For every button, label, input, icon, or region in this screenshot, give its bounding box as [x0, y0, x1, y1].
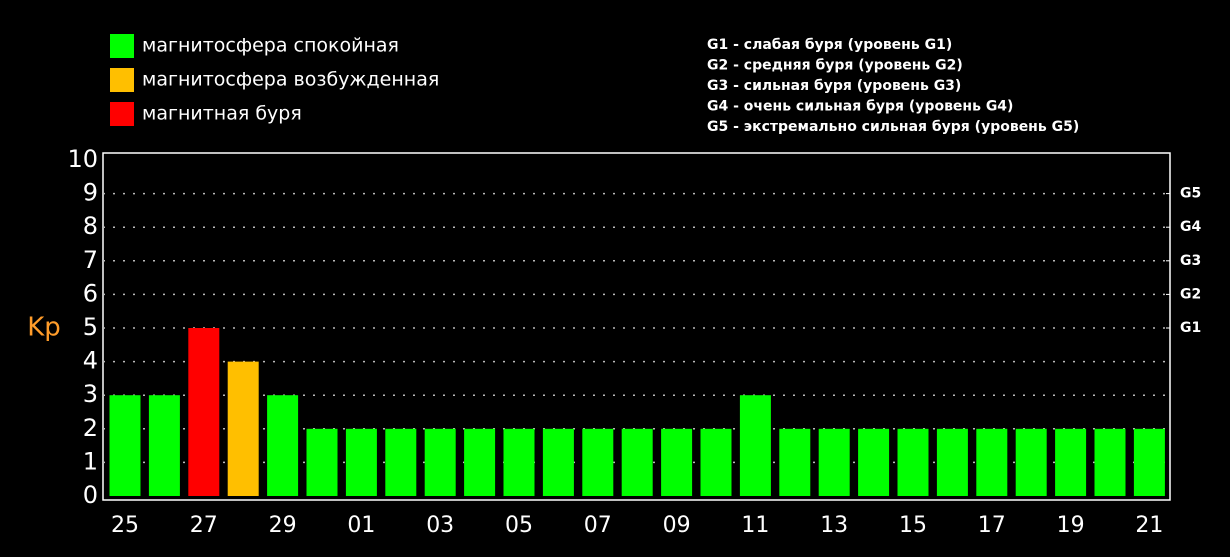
annotation: G5 - экстремально сильная буря (уровень …: [707, 119, 1079, 135]
annotation: G3 - сильная буря (уровень G3): [707, 78, 961, 94]
bar: [503, 428, 535, 496]
y-axis-label: Kp: [27, 313, 61, 343]
bar: [858, 428, 890, 496]
x-tick-label: 11: [741, 513, 769, 538]
x-tick-label: 09: [663, 513, 691, 538]
y-tick-label: 2: [83, 414, 98, 442]
y2-tick-label: G2: [1180, 286, 1201, 302]
x-tick-label: 19: [1057, 513, 1085, 538]
bar: [1055, 428, 1087, 496]
bar: [227, 361, 259, 496]
y-tick-label: 9: [83, 179, 98, 207]
legend-label: магнитная буря: [142, 103, 302, 125]
y2-tick-label: G1: [1180, 320, 1201, 336]
bar: [1133, 428, 1165, 496]
annotation: G2 - средняя буря (уровень G2): [707, 58, 963, 74]
x-tick-label: 01: [347, 513, 375, 538]
y-tick-label: 1: [83, 447, 98, 475]
bar: [936, 428, 968, 496]
bar: [700, 428, 732, 496]
y-tick-label: 6: [83, 279, 98, 307]
bar: [1094, 428, 1126, 496]
x-tick-label: 21: [1135, 513, 1163, 538]
bar: [818, 428, 850, 496]
bar: [345, 428, 377, 496]
annotation: G1 - слабая буря (уровень G1): [707, 37, 952, 53]
x-tick-label: 17: [978, 513, 1006, 538]
bar: [1015, 428, 1047, 496]
annotation: G4 - очень сильная буря (уровень G4): [707, 99, 1013, 115]
bar: [621, 428, 653, 496]
bar: [779, 428, 811, 496]
bar: [464, 428, 496, 496]
y-tick-label: 3: [83, 380, 98, 408]
bar: [542, 428, 574, 496]
y-tick-label: 8: [83, 212, 98, 240]
y2-tick-label: G5: [1180, 186, 1201, 202]
bar: [739, 395, 771, 496]
x-tick-label: 07: [584, 513, 612, 538]
legend-label: магнитосфера спокойная: [142, 35, 399, 57]
x-tick-label: 05: [505, 513, 533, 538]
bar: [109, 395, 141, 496]
bar: [424, 428, 456, 496]
bar: [148, 395, 180, 496]
bar: [188, 328, 220, 496]
bar: [976, 428, 1008, 496]
bar: [385, 428, 417, 496]
y-tick-label: 0: [83, 481, 98, 509]
x-tick-label: 27: [190, 513, 218, 538]
y2-tick-label: G3: [1180, 253, 1201, 269]
bar: [306, 428, 338, 496]
legend-swatch: [110, 34, 134, 58]
legend-label: магнитосфера возбужденная: [142, 69, 439, 91]
bar: [661, 428, 693, 496]
bar: [897, 428, 929, 496]
bar: [582, 428, 614, 496]
y-tick-label: 4: [83, 347, 98, 375]
x-tick-label: 03: [426, 513, 454, 538]
x-tick-label: 25: [111, 513, 139, 538]
y2-tick-label: G4: [1180, 219, 1201, 235]
x-tick-label: 15: [899, 513, 927, 538]
x-tick-label: 29: [269, 513, 297, 538]
y-tick-label: 10: [67, 145, 98, 173]
y-tick-label: 7: [83, 246, 98, 274]
plot-frame: [102, 152, 1171, 501]
bar: [267, 395, 299, 496]
y-tick-label: 5: [83, 313, 98, 341]
legend-swatch: [110, 68, 134, 92]
legend-swatch: [110, 102, 134, 126]
x-tick-label: 13: [820, 513, 848, 538]
